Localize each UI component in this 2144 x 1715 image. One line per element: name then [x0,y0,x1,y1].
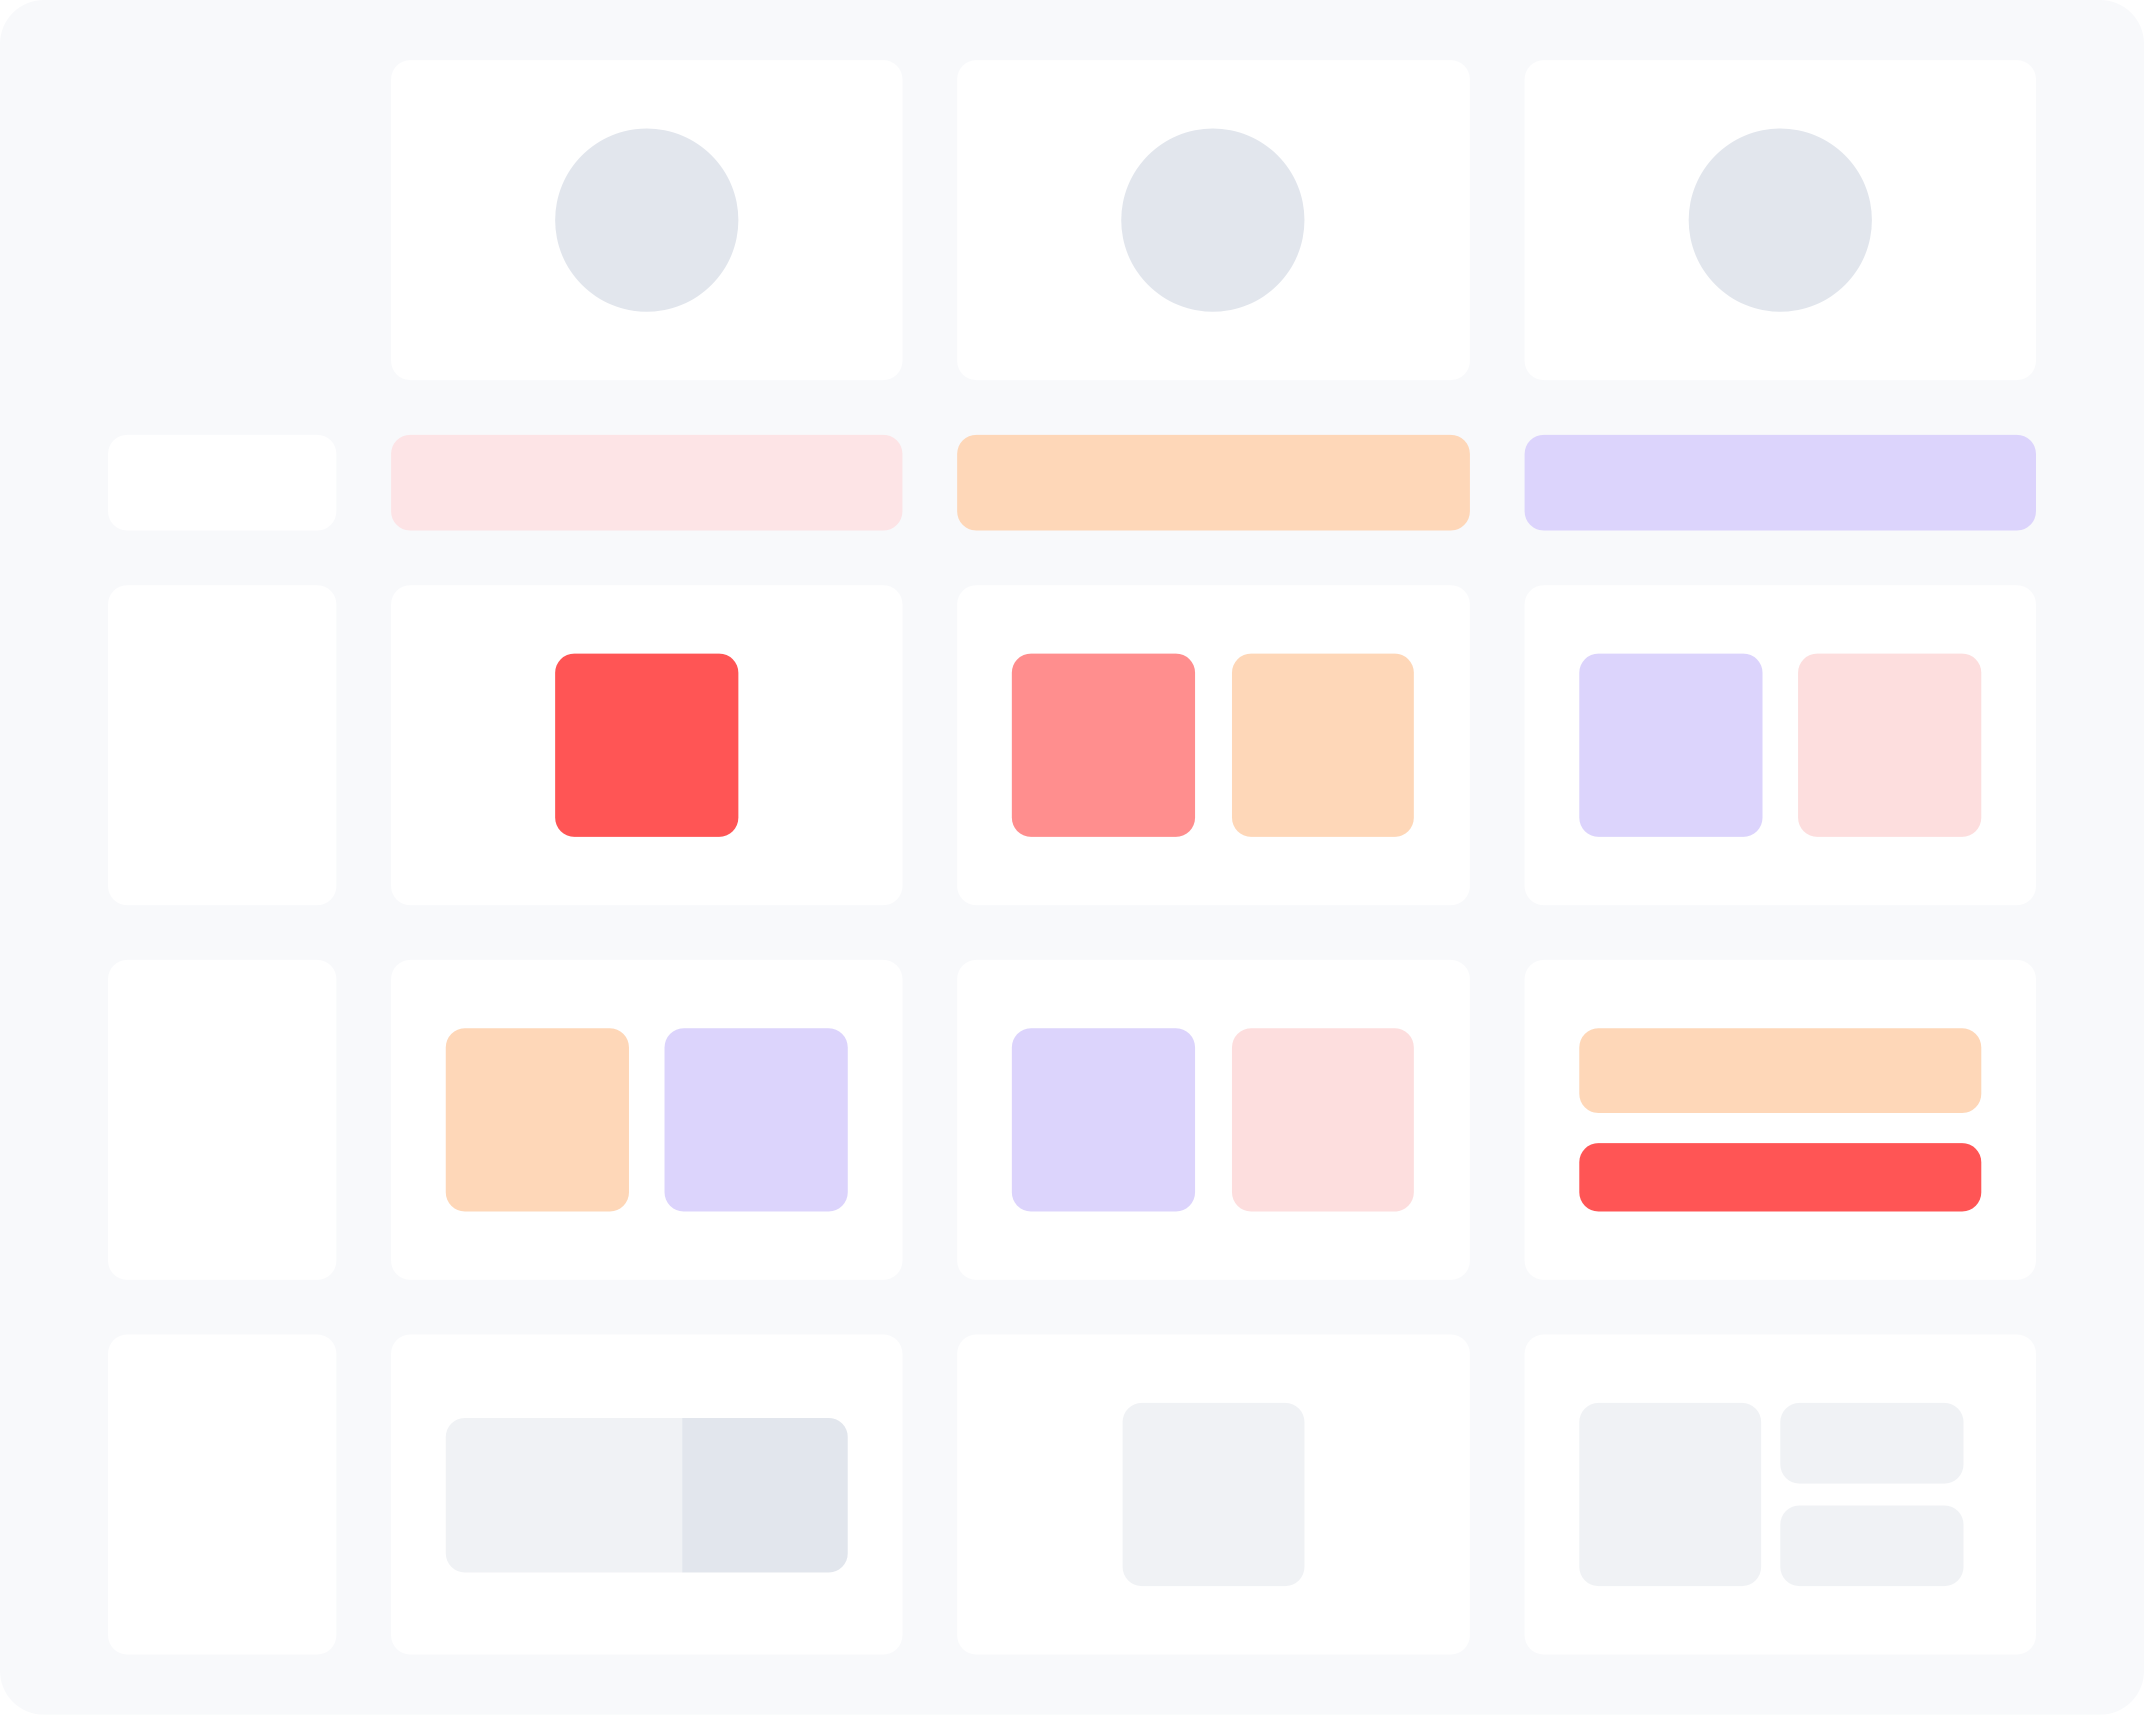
avatar-placeholder-1 [555,128,739,312]
column-label-bar-3 [1524,434,2036,531]
lavender-block [664,1028,848,1212]
gray-small-block-top [1780,1402,1964,1484]
lavender-block [1579,653,1763,837]
cell-card-r2-c3 [1524,959,2036,1280]
salmon-block [1011,653,1196,837]
row-label-card-header [108,434,337,531]
avatar-placeholder-3 [1688,128,1872,312]
gray-block [1122,1402,1305,1587]
peach-bar [1579,1028,1982,1114]
blush-block [1798,653,1982,837]
red-block [555,653,739,837]
gray-split-block [445,1417,848,1573]
peach-block [1231,653,1414,837]
red-bar [1579,1143,1982,1212]
lavender-block [1011,1028,1196,1212]
blush-block [1231,1028,1414,1212]
avatar-placeholder-2 [1121,128,1305,312]
row-label-card-1 [108,585,337,906]
gray-small-block-bottom [1780,1505,1964,1587]
gray-block [1579,1402,1762,1587]
row-label-card-3 [108,1334,337,1655]
row-label-card-2 [108,959,337,1280]
column-label-bar-1 [391,434,903,531]
gray-split-block-right [682,1417,848,1573]
column-label-bar-2 [957,434,1470,531]
peach-block [445,1028,629,1212]
